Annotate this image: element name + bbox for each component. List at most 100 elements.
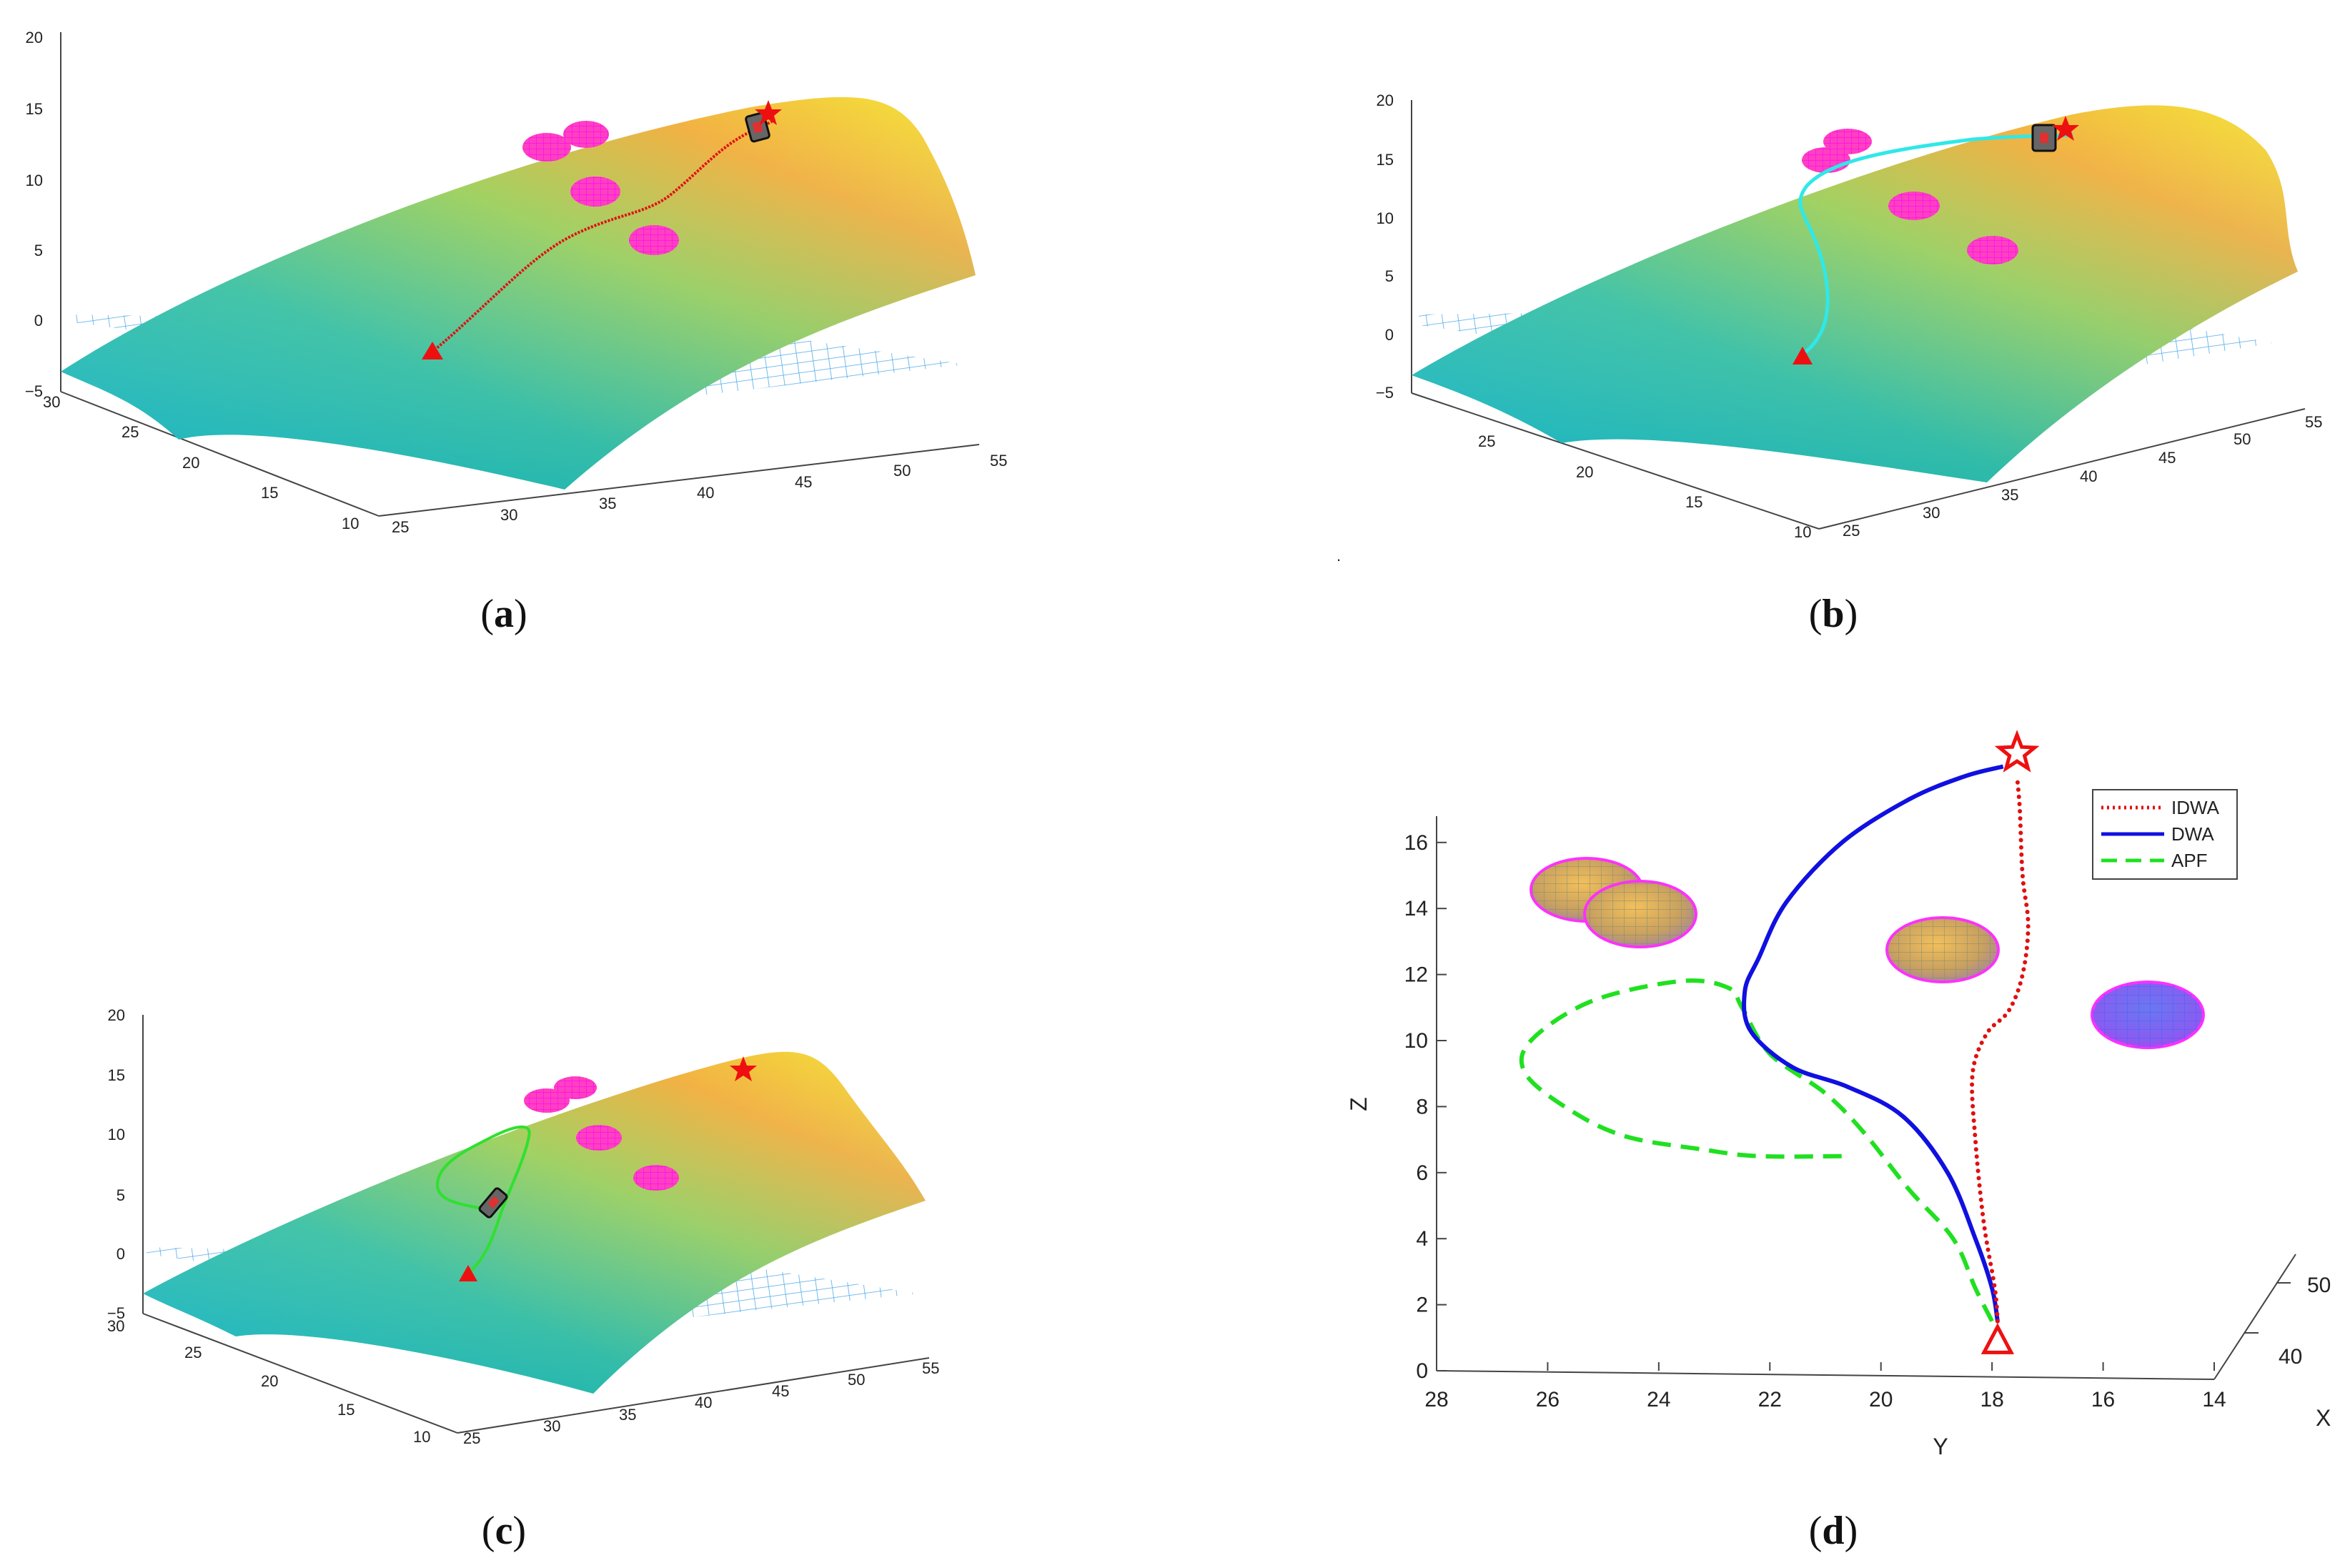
y-tick: 20	[261, 1372, 278, 1390]
x-tick: 25	[392, 518, 409, 536]
start-marker	[459, 1265, 477, 1281]
y-tick: 10	[342, 515, 359, 532]
x-tick: 50	[893, 462, 911, 480]
y-tick: 20	[182, 454, 199, 472]
caption-letter: b	[1822, 592, 1844, 636]
x-tick: 25	[463, 1429, 480, 1447]
x-tick: 40	[695, 1394, 712, 1411]
y-ticks: 28 26 24 22 20 18 16 14	[1424, 1362, 2226, 1411]
z-tick: 14	[1404, 897, 1428, 921]
x-tick: 35	[599, 495, 616, 512]
base-axes: 25 20 15 10 25 30 35 40 45 50 55	[1411, 392, 2322, 541]
goal-star	[2052, 116, 2079, 141]
y-axis-line	[1436, 1370, 2215, 1380]
y-tick: 25	[184, 1344, 202, 1361]
z-tick: 10	[108, 1126, 125, 1143]
depth-axis-label: X	[2316, 1405, 2331, 1431]
panel-c: 20 15 10 5 0 −5 30 25 20 15 10 25 30 35 …	[107, 1006, 940, 1447]
series-idwa	[1970, 774, 2031, 1324]
y-tick: 26	[1536, 1388, 1560, 1411]
z-tick: 15	[26, 100, 43, 118]
z-tick: 6	[1416, 1161, 1428, 1185]
x-tick: 55	[2305, 413, 2322, 431]
y-tick: 15	[261, 484, 278, 502]
caption-close: )	[1845, 1509, 1858, 1553]
z-axis: 20 15 10 5 0 −5	[25, 29, 61, 400]
y-tick: 14	[2202, 1388, 2226, 1411]
x-tick: 30	[1923, 504, 1940, 522]
x-tick: 40	[2080, 467, 2097, 485]
markers	[1980, 730, 2040, 1354]
legend: IDWA DWA APF	[2092, 789, 2238, 880]
caption-close: )	[1845, 592, 1858, 636]
y-tick: 30	[43, 393, 60, 411]
x-tick: 40	[697, 484, 714, 502]
y-tick: 25	[1478, 432, 1495, 450]
z-tick: 0	[34, 312, 43, 329]
y-tick: 16	[2091, 1388, 2115, 1411]
x-tick: 30	[500, 506, 517, 524]
path-dwa	[1798, 132, 2073, 357]
y-tick: 20	[1576, 463, 1593, 481]
z-tick: 20	[1377, 91, 1394, 109]
z-tick: 5	[116, 1186, 125, 1204]
obstacle-spheres	[522, 121, 679, 255]
z-tick: 15	[1377, 151, 1394, 169]
panel-b: 20 15 10 5 0 −5 25 20 15 10 25 30 35 40 …	[1337, 91, 2322, 565]
legend-label-dwa: DWA	[2171, 823, 2214, 845]
x-depth-axis-line	[2213, 1254, 2296, 1380]
robot-icon	[478, 1187, 508, 1219]
caption-open: (	[1809, 1509, 1823, 1553]
goal-star	[755, 100, 782, 125]
base-axes: 30 25 20 15 10 25 30 35 40 45 50 55	[107, 1313, 939, 1447]
caption-b: (b)	[1809, 592, 1858, 636]
series-dwa	[1742, 764, 2004, 1322]
z-ticks: 0 2 4 6 8 10 12 14 16	[1404, 831, 1447, 1383]
goal-star	[1994, 730, 2040, 773]
start-marker	[1980, 1323, 2015, 1354]
z-tick: 5	[1385, 267, 1394, 285]
robot-icon	[2031, 124, 2057, 152]
caption-letter: d	[1822, 1509, 1844, 1553]
y-tick: 10	[413, 1428, 430, 1446]
x-tick: 50	[848, 1371, 865, 1389]
y-axis-label: Z	[1346, 1097, 1372, 1111]
path-apf	[435, 1125, 531, 1275]
z-tick: 0	[1416, 1359, 1428, 1383]
caption-open: (	[480, 592, 494, 636]
depth-ticks: 40 50 X	[2244, 1274, 2331, 1431]
z-tick: 20	[108, 1006, 125, 1024]
y-tick: 30	[107, 1317, 124, 1335]
z-axis: 20 15 10 5 0 −5	[1376, 91, 1412, 402]
x-tick: 45	[795, 473, 812, 491]
z-tick: 8	[1416, 1095, 1428, 1118]
depth-tick: 40	[2279, 1345, 2302, 1369]
svg-text:(d): (d)	[1809, 1509, 1858, 1553]
caption-c: (c)	[482, 1509, 526, 1553]
x-tick: 25	[1843, 522, 1860, 540]
z-tick: −5	[107, 1304, 125, 1322]
y-tick: 25	[122, 423, 139, 441]
caption-close: )	[514, 592, 527, 636]
y-tick: 10	[1794, 523, 1811, 541]
z-tick: 16	[1404, 831, 1428, 855]
z-tick: 0	[116, 1245, 125, 1263]
y-tick: 15	[337, 1401, 355, 1419]
caption-open: (	[1809, 592, 1823, 636]
start-marker	[1793, 347, 1813, 364]
panel-a: 20 15 10 5 0 −5 30 25 20 15 10 25 30 35 …	[25, 29, 1008, 536]
goal-star	[730, 1056, 757, 1081]
caption-letter: a	[494, 592, 514, 636]
z-tick: 2	[1416, 1294, 1428, 1317]
legend-label-apf: APF	[2171, 850, 2208, 871]
legend-label-idwa: IDWA	[2171, 797, 2220, 818]
x-tick: 50	[2234, 430, 2251, 448]
y-tick: 18	[1980, 1388, 2003, 1411]
y-tick: 22	[1758, 1388, 1782, 1411]
obstacle-spheres	[1530, 857, 2205, 1049]
caption-d: (d)	[1809, 1509, 1858, 1553]
caption-open: (	[482, 1509, 495, 1553]
z-tick: 10	[26, 172, 43, 189]
depth-tick: 50	[2307, 1274, 2331, 1297]
